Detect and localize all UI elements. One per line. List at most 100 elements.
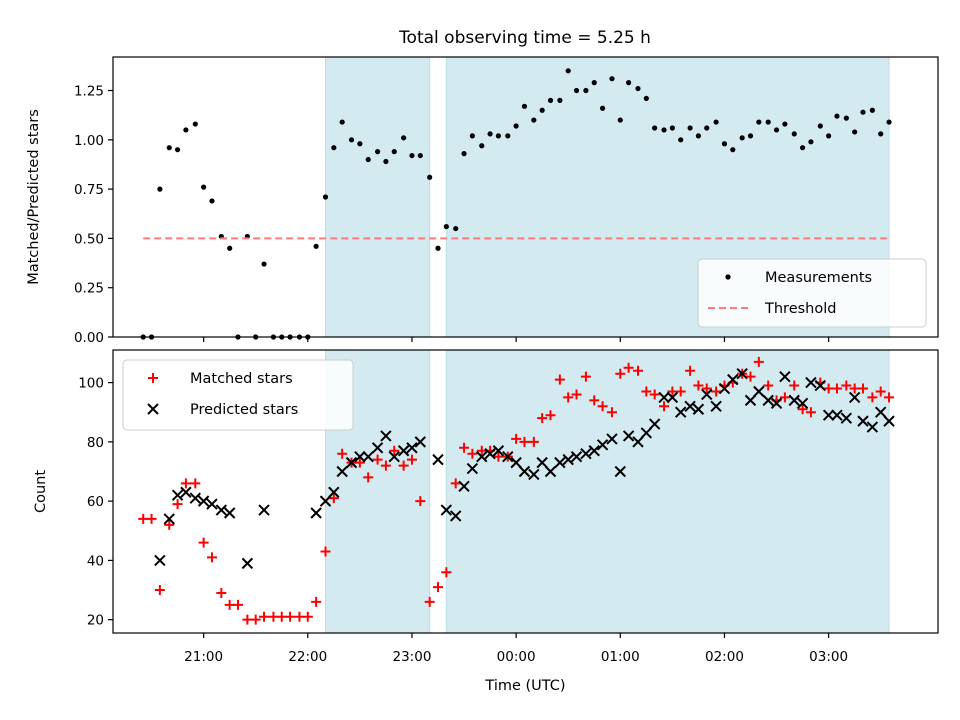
measurement-point xyxy=(192,121,198,127)
measurement-point xyxy=(374,149,381,155)
predicted-star-point xyxy=(380,430,392,442)
x-tick-label: 02:00 xyxy=(705,649,744,665)
matched-star-point xyxy=(146,513,157,524)
predicted-star-point xyxy=(596,439,609,451)
matched-star-point xyxy=(424,596,435,607)
matched-star-point xyxy=(511,433,522,444)
legend-marker-matched xyxy=(148,373,158,383)
measurement-point xyxy=(331,145,337,151)
legend-marker-predicted xyxy=(147,403,159,415)
predicted-star-point xyxy=(180,486,192,498)
matched-star-point xyxy=(597,401,608,412)
predicted-star-point xyxy=(875,406,887,418)
predicted-star-point xyxy=(692,403,705,415)
observing-window-bottom-1 xyxy=(445,349,890,634)
series-bottom-1 xyxy=(154,367,895,570)
predicted-star-point xyxy=(206,498,218,510)
bottom-panel: 20 40 60 80 100 21:00 22:00 23:00 00:00 01:00 02:0… xyxy=(33,349,939,694)
measurement-point xyxy=(643,95,649,102)
measurement-point xyxy=(313,243,319,249)
measurement-point xyxy=(469,133,475,139)
predicted-star-point xyxy=(710,400,722,413)
predicted-star-point xyxy=(684,400,696,413)
measurement-point xyxy=(427,174,433,180)
predicted-star-point xyxy=(848,391,861,404)
predicted-star-point xyxy=(622,430,635,442)
matched-star-point xyxy=(138,513,149,524)
axes-frame-top xyxy=(112,56,939,338)
measurement-point xyxy=(756,119,762,125)
predicted-star-point xyxy=(544,465,557,478)
measurement-point xyxy=(261,261,267,267)
measurement-point xyxy=(635,85,641,92)
predicted-star-point xyxy=(223,507,236,519)
matched-star-point xyxy=(398,460,409,471)
predicted-star-point xyxy=(831,409,843,421)
matched-star-point xyxy=(753,356,764,367)
measurement-point xyxy=(765,119,771,125)
legend-label-top-1: Threshold xyxy=(764,301,836,317)
measurement-point xyxy=(721,141,728,147)
predicted-star-point xyxy=(163,513,175,525)
predicted-star-point xyxy=(666,391,679,404)
x-tick-label: 21:00 xyxy=(184,649,223,665)
predicted-star-point xyxy=(466,462,479,475)
predicted-star-point xyxy=(319,495,332,507)
predicted-star-point xyxy=(362,450,374,463)
legend-label-top-0: Measurements xyxy=(765,270,872,286)
matched-star-point xyxy=(164,519,175,530)
predicted-star-point xyxy=(614,465,626,478)
matched-star-point xyxy=(797,404,808,415)
measurement-point xyxy=(166,145,172,151)
predicted-star-point xyxy=(883,415,895,427)
predicted-star-point xyxy=(675,406,687,418)
measurement-point xyxy=(843,115,849,121)
measurement-point xyxy=(417,152,423,159)
matched-star-point xyxy=(571,389,582,400)
matched-star-point xyxy=(302,611,313,622)
predicted-star-point xyxy=(796,397,809,410)
measurement-point xyxy=(808,139,814,145)
predicted-star-point xyxy=(336,465,348,478)
legend-box-bottom xyxy=(122,359,354,431)
measurement-point xyxy=(209,198,215,204)
matched-star-point xyxy=(198,537,209,548)
measurement-point xyxy=(869,107,875,113)
matched-star-point xyxy=(450,478,461,489)
matched-star-point xyxy=(685,365,696,376)
measurement-point xyxy=(713,119,719,125)
predicted-star-point xyxy=(648,418,661,430)
measurement-point xyxy=(886,119,892,125)
y-axis-label-bottom: Count xyxy=(33,470,49,513)
matched-star-point xyxy=(633,365,643,376)
measurement-point xyxy=(391,149,397,155)
measurement-point xyxy=(401,135,407,141)
matched-star-point xyxy=(763,380,774,391)
predicted-star-point xyxy=(215,504,228,516)
matched-star-point xyxy=(328,493,339,504)
predicted-star-point xyxy=(197,495,210,507)
matched-star-point xyxy=(884,392,895,403)
x-tick-label: 00:00 xyxy=(497,649,536,665)
measurement-point xyxy=(583,87,589,94)
predicted-star-point xyxy=(354,450,366,463)
legend-label-bottom-0: Matched stars xyxy=(190,371,293,387)
measurement-point xyxy=(531,117,537,123)
measurement-point xyxy=(487,131,493,137)
predicted-star-point xyxy=(476,450,488,463)
measurement-point xyxy=(782,121,788,127)
measurement-point xyxy=(852,129,858,135)
matched-star-point xyxy=(190,478,201,489)
measurement-point xyxy=(453,225,459,232)
predicted-star-point xyxy=(310,507,322,519)
matched-star-point xyxy=(831,383,842,394)
matched-star-point xyxy=(805,407,816,418)
measurement-point xyxy=(201,184,207,190)
measurement-point xyxy=(322,194,329,200)
matched-star-point xyxy=(406,454,417,465)
predicted-star-point xyxy=(502,450,514,463)
y-tick-label-bottom: 20 xyxy=(87,613,104,629)
predicted-star-point xyxy=(658,391,670,404)
matched-star-point xyxy=(701,383,712,394)
